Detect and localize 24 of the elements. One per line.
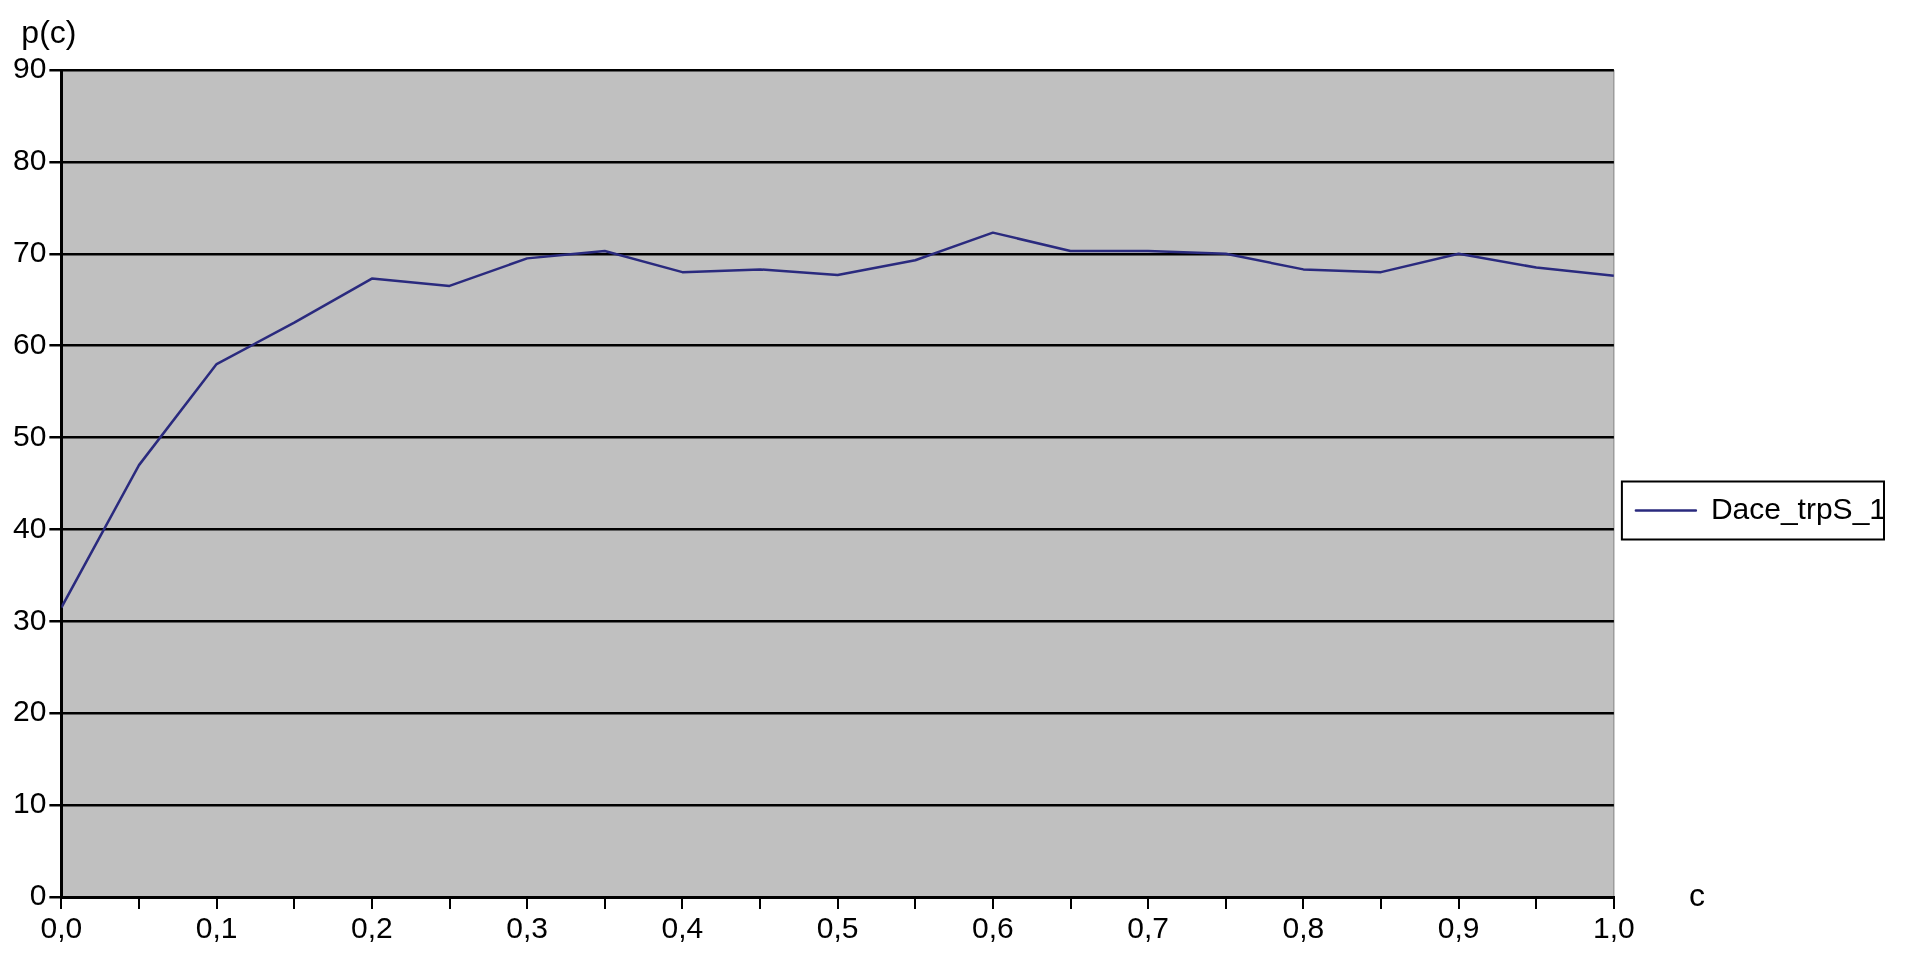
x-axis-title: c [1688, 876, 1705, 913]
y-tick-label: 70 [12, 235, 47, 269]
legend-label: Dace_trpS_1 [1710, 491, 1886, 525]
x-tick-label: 0,1 [195, 911, 238, 945]
y-tick-label: 0 [29, 878, 47, 912]
y-tick-label: 30 [12, 602, 47, 636]
x-tick-label: 0,8 [1282, 911, 1325, 945]
y-tick-label: 20 [12, 694, 47, 728]
y-axis-title: p(c) [21, 13, 77, 50]
y-tick-label: 90 [12, 51, 47, 85]
x-tick-label: 0,2 [351, 911, 393, 945]
x-tick-label: 1,0 [1593, 911, 1635, 945]
x-tick-label: 0,7 [1127, 911, 1169, 945]
y-tick-label: 80 [12, 143, 47, 177]
x-tick-label: 0,0 [40, 911, 83, 945]
x-tick-label: 0,9 [1437, 911, 1480, 945]
x-tick-label: 0,4 [661, 911, 704, 945]
x-tick-label: 0,3 [506, 911, 548, 945]
x-tick-label: 0,6 [972, 911, 1014, 945]
y-tick-label: 10 [12, 786, 47, 820]
x-tick-label: 0,5 [816, 911, 859, 945]
y-tick-label: 50 [12, 418, 47, 452]
y-tick-label: 40 [12, 510, 47, 544]
y-tick-label: 60 [12, 326, 47, 360]
